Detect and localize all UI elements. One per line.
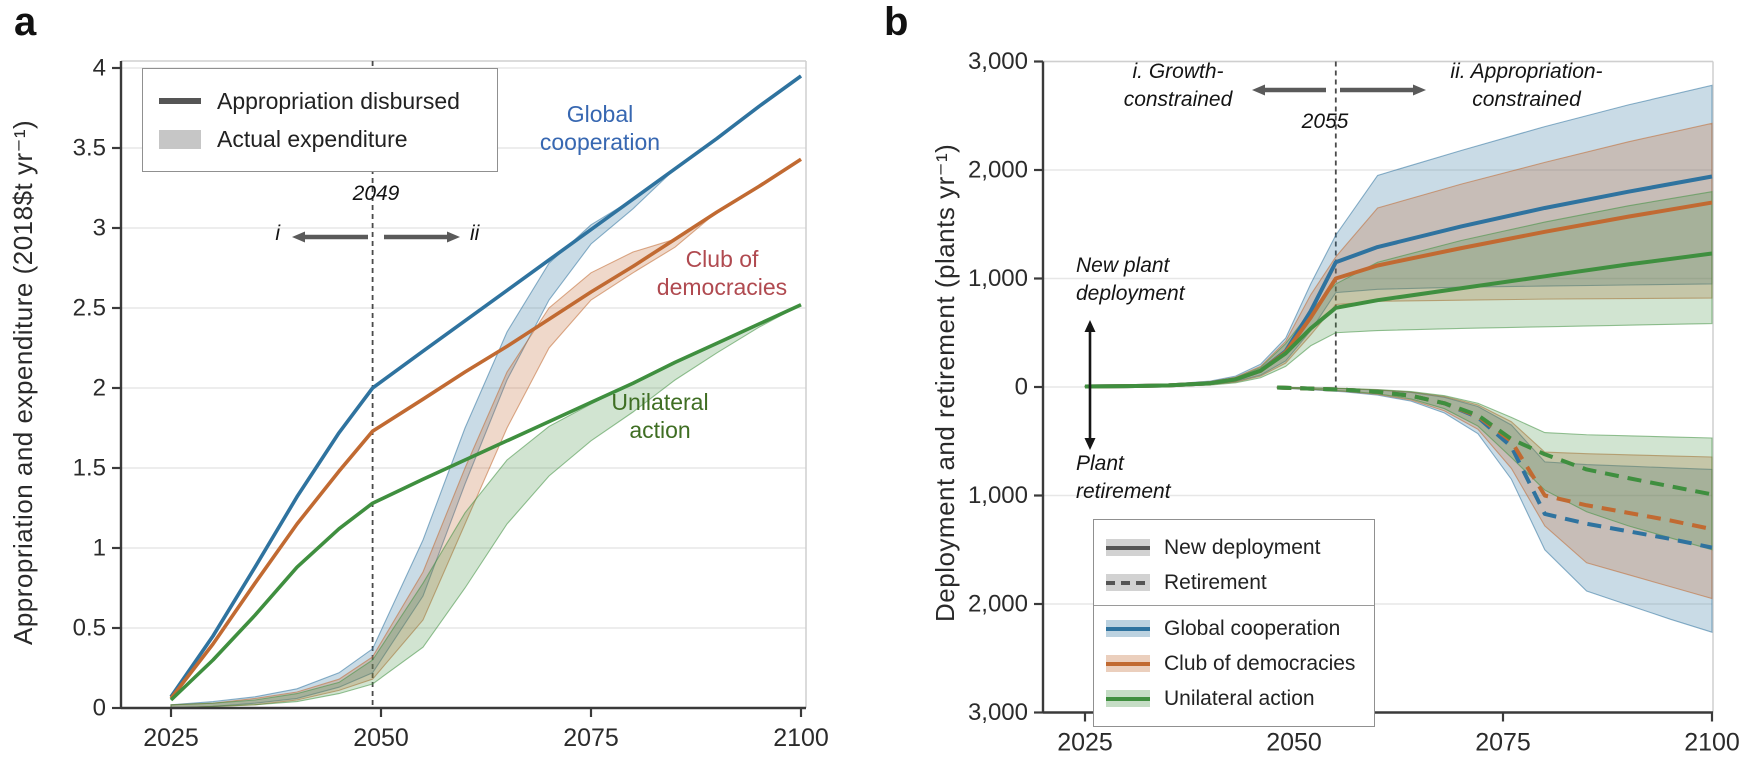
legend-divider: [1094, 605, 1374, 606]
panel-b-x-tick-label: 2050: [1266, 729, 1322, 757]
panel-b-y-tick-label: 2,000: [968, 591, 1028, 618]
global-cooperation-swatch: [1106, 620, 1150, 637]
legend-label: Appropriation disbursed: [217, 87, 460, 114]
panel-a-legend: Appropriation disbursed Actual expenditu…: [142, 68, 498, 172]
panel-a-y-tick-label: 0.5: [73, 615, 106, 642]
phase-ii-label-a: ii: [470, 222, 480, 245]
legend-label: New deployment: [1164, 535, 1321, 559]
panel-a-y-tick-label: 3: [93, 215, 106, 242]
deployment-line-unilateral: [1084, 251, 1713, 389]
panel-b-x-tick-label: 2025: [1057, 729, 1113, 757]
panel-a-x-tick-label: 2025: [143, 724, 199, 752]
panel-b-legend: New deployment Retirement Global coopera…: [1093, 519, 1375, 727]
expenditure-fill-swatch: [159, 129, 201, 149]
club-of-democracies-label: Club of democracies: [656, 246, 788, 300]
legend-item-retirement: Retirement: [1106, 565, 1360, 600]
appropriation-line-global: [169, 74, 803, 698]
deployment-band-unilateral: [1084, 191, 1713, 388]
panel-a-left-arrow-head: [292, 231, 305, 243]
panel-a-right-arrow-head: [447, 231, 460, 243]
legend-label: Club of democracies: [1164, 651, 1356, 675]
vline-year-label-a: 2049: [352, 182, 400, 205]
retirement-dashed-swatch: [1106, 574, 1150, 591]
panel-b-x-tick-label: 2100: [1684, 729, 1740, 757]
panel-a-y-tick-label: 0: [93, 695, 106, 722]
retirement-line-unilateral: [1277, 385, 1713, 497]
unilateral-action-label: Unilateral action: [611, 389, 709, 443]
retirement-band-club: [1276, 386, 1713, 600]
global-cooperation-label: Global cooperation: [539, 101, 661, 155]
panel-b-right-arrow-head: [1413, 84, 1426, 96]
legend-item-appropriation: Appropriation disbursed: [159, 82, 479, 120]
legend-item-expenditure: Actual expenditure: [159, 120, 479, 158]
panel-a-x-tick-label: 2050: [353, 724, 409, 752]
panel-a-y-tick-label: 4: [93, 55, 106, 82]
legend-label: Retirement: [1164, 570, 1267, 594]
panel-a-y-tick-label: 3.5: [73, 135, 106, 162]
panel-b-letter: b: [884, 0, 909, 44]
appropriation-line-club: [169, 157, 802, 700]
panel-a-x-tick-label: 2100: [773, 724, 829, 752]
retirement-down-arrow-head: [1084, 438, 1096, 450]
legend-item-unilateral-action: Unilateral action: [1106, 681, 1360, 716]
panel-b-y-axis-label: Deployment and retirement (plants yr⁻¹): [930, 143, 960, 622]
plant-retirement-note: Plant retirement: [1076, 452, 1171, 503]
expenditure-band-unilateral: [170, 304, 802, 709]
panel-a-y-axis-label: Appropriation and expenditure (2018$t yr…: [8, 119, 38, 646]
legend-label: Actual expenditure: [217, 125, 408, 152]
legend-item-club-of-democracies: Club of democracies: [1106, 646, 1360, 681]
panel-a-x-tick-label: 2075: [563, 724, 619, 752]
appropriation-line-swatch: [159, 98, 201, 104]
deployment-up-arrow-head: [1084, 320, 1096, 332]
panel-b-x-tick-label: 2075: [1475, 729, 1531, 757]
legend-item-new-deployment: New deployment: [1106, 530, 1360, 565]
panel-a-letter: a: [14, 0, 37, 44]
panel-b-y-tick-label: 1,000: [968, 482, 1028, 509]
growth-constrained-label: i. Growth- constrained: [1123, 60, 1233, 111]
panel-b-left-arrow-head: [1252, 84, 1265, 96]
appropriation-line-unilateral: [169, 303, 802, 702]
new-plant-deployment-note: New plant deployment: [1076, 254, 1185, 305]
panel-a-y-tick-label: 1: [93, 535, 106, 562]
legend-item-global-cooperation: Global cooperation: [1106, 611, 1360, 646]
legend-label: Global cooperation: [1164, 616, 1341, 640]
deployment-line-swatch: [1106, 539, 1150, 556]
club-of-democracies-swatch: [1106, 655, 1150, 672]
appropriation-constrained-label: ii. Appropriation- constrained: [1450, 60, 1603, 111]
legend-label: Unilateral action: [1164, 686, 1315, 710]
retirement-line-club: [1277, 385, 1713, 532]
unilateral-action-swatch: [1106, 690, 1150, 707]
panel-b-y-tick-label: 3,000: [968, 699, 1028, 726]
vline-year-label-b: 2055: [1301, 110, 1349, 133]
panel-a-y-tick-label: 2.5: [73, 295, 106, 322]
panel-b-y-tick-label: 1,000: [968, 265, 1028, 292]
panel-a-y-tick-label: 1.5: [73, 455, 106, 482]
panel-b-y-tick-label: 3,000: [968, 48, 1028, 75]
panel-b-y-tick-label: 0: [1015, 374, 1028, 401]
phase-i-label-a: i: [275, 222, 280, 245]
panel-b-y-tick-label: 2,000: [968, 157, 1028, 184]
panel-a-y-tick-label: 2: [93, 375, 106, 402]
